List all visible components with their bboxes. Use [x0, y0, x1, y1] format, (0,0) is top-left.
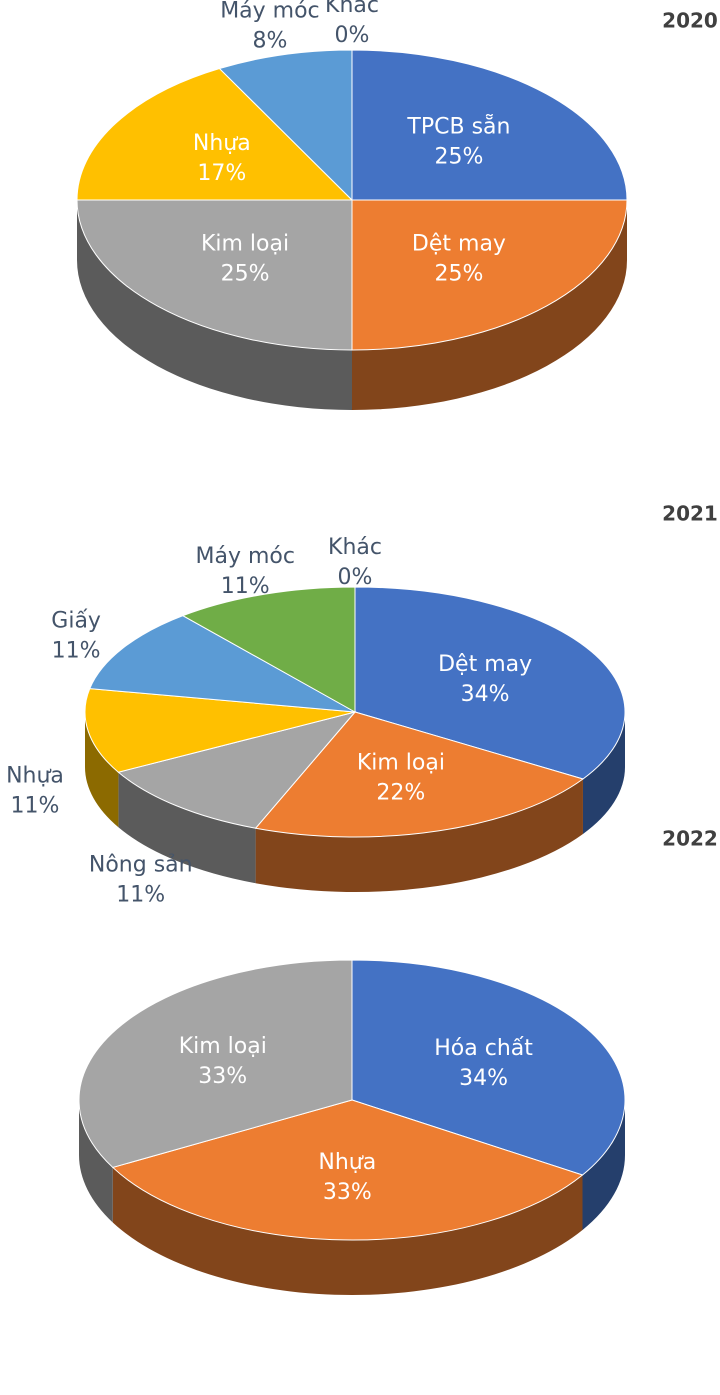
slice: [218, 49, 353, 202]
slice-side: [85, 712, 119, 828]
category-label: Hóa chất: [434, 1036, 533, 1061]
slice-side: [79, 1100, 113, 1223]
category-label: Nhựa: [318, 1150, 376, 1175]
value-label: 11%: [221, 574, 270, 599]
category-label: Khác: [328, 535, 382, 560]
slice: [351, 199, 628, 351]
slice: [76, 199, 353, 351]
category-label: Dệt may: [438, 652, 532, 677]
value-label: 11%: [116, 883, 165, 908]
slice: [351, 959, 626, 1176]
slice: [78, 959, 353, 1169]
slice-side: [352, 200, 627, 410]
value-label: 11%: [11, 793, 60, 818]
value-label: 25%: [221, 261, 270, 286]
value-label: 34%: [459, 1066, 508, 1091]
chart-title: 2021: [662, 502, 718, 526]
slice: [84, 688, 356, 773]
value-label: 0%: [335, 23, 370, 48]
slice: [89, 615, 356, 713]
slice-side: [112, 1167, 583, 1296]
slice: [354, 586, 626, 780]
category-label: Giấy: [51, 609, 101, 634]
category-label: Kim loại: [201, 231, 289, 256]
value-label: 33%: [323, 1180, 372, 1205]
slice: [254, 711, 585, 838]
chart-title: 2022: [662, 827, 718, 851]
chart-title: 2020: [662, 9, 718, 33]
category-label: Nhựa: [193, 131, 251, 156]
category-label: Nông sản: [89, 853, 193, 878]
value-label: 33%: [198, 1064, 247, 1089]
slice: [351, 49, 628, 201]
slice: [117, 711, 357, 829]
value-label: 0%: [338, 565, 373, 590]
slice: [111, 1099, 584, 1241]
slice-side: [582, 712, 625, 834]
category-label: Khác: [325, 0, 379, 18]
value-label: 8%: [252, 29, 287, 54]
slice-side: [118, 772, 256, 884]
category-label: Nhựa: [6, 763, 64, 788]
category-label: Máy móc: [220, 0, 319, 24]
slice: [76, 67, 354, 201]
value-label: 25%: [434, 261, 483, 286]
slice-side: [77, 200, 352, 410]
slice-side: [582, 1100, 625, 1231]
slice: [181, 586, 356, 713]
value-label: 17%: [197, 161, 246, 186]
value-label: 22%: [376, 780, 425, 805]
category-label: Kim loại: [357, 750, 445, 775]
category-label: TPCB sẵn: [406, 114, 510, 140]
value-label: 25%: [434, 145, 483, 170]
category-label: Dệt may: [412, 231, 506, 256]
category-label: Máy móc: [196, 544, 295, 569]
value-label: 34%: [461, 682, 510, 707]
category-label: Kim loại: [179, 1034, 267, 1059]
value-label: 11%: [52, 639, 101, 664]
slice-side: [255, 778, 583, 893]
